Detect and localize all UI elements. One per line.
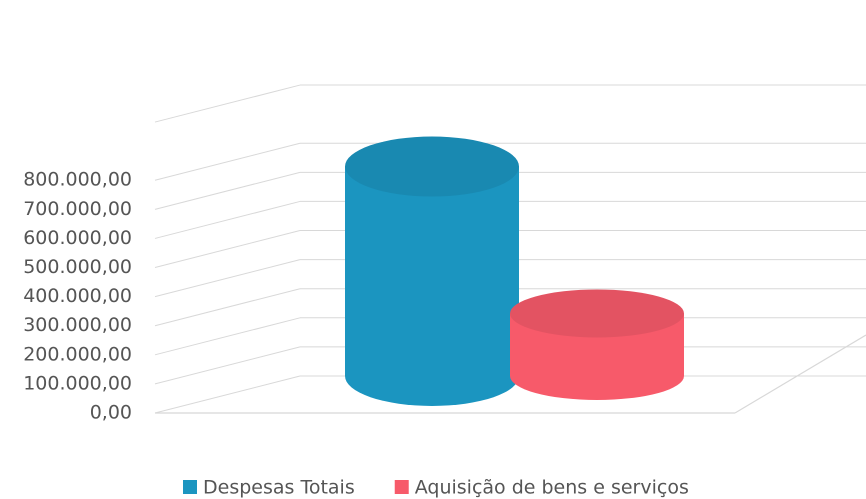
legend-swatch bbox=[183, 480, 197, 494]
cylinder-top bbox=[345, 136, 519, 197]
plot-frame bbox=[155, 334, 866, 414]
grid-line bbox=[154, 171, 301, 210]
cylinder-top bbox=[510, 289, 684, 338]
side-wall-edge bbox=[154, 84, 301, 123]
legend-label: Aquisição de bens e serviços bbox=[415, 477, 689, 499]
grid-line bbox=[154, 375, 301, 414]
grid-line bbox=[154, 142, 301, 181]
grid-line bbox=[154, 317, 301, 356]
y-tick-label: 200.000,00 bbox=[23, 343, 132, 365]
grid-line bbox=[154, 346, 301, 385]
y-tick-label: 800.000,00 bbox=[23, 169, 132, 191]
y-tick-label: 400.000,00 bbox=[23, 285, 132, 307]
legend-swatch bbox=[394, 480, 409, 494]
grid-line bbox=[154, 230, 301, 269]
cylinder-body bbox=[510, 313, 684, 400]
cylinder-body bbox=[345, 166, 519, 406]
y-tick-label: 300.000,00 bbox=[23, 314, 132, 336]
grid-line bbox=[154, 259, 301, 298]
y-tick-label: 100.000,00 bbox=[23, 372, 132, 394]
legend-label: Despesas Totais bbox=[203, 477, 355, 499]
grid-line bbox=[154, 288, 301, 327]
y-tick-label: 500.000,00 bbox=[23, 256, 132, 278]
cylinder bbox=[510, 289, 684, 400]
y-tick-label: 600.000,00 bbox=[23, 227, 132, 249]
y-tick-label: 0,00 bbox=[90, 402, 132, 424]
y-tick-label: 700.000,00 bbox=[23, 198, 132, 220]
grid-line bbox=[154, 200, 301, 239]
cylinder bbox=[345, 136, 519, 406]
